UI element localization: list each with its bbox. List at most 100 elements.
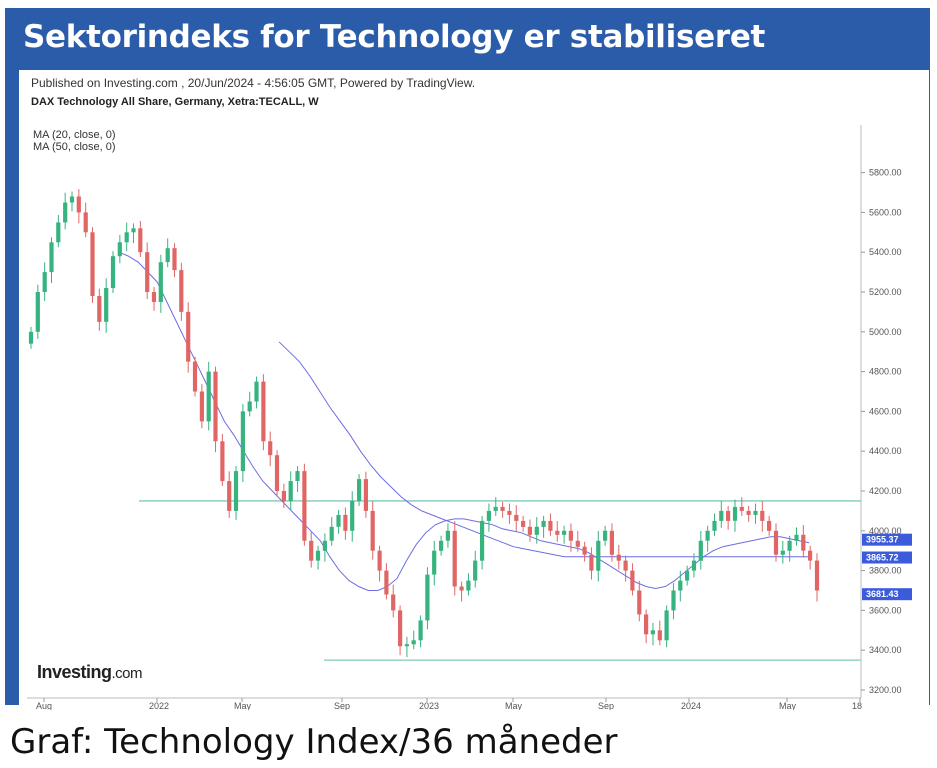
candle-body [145, 252, 150, 292]
y-tick-label: 5800.00 [869, 168, 902, 178]
candle-body [746, 510, 751, 515]
candle-body [671, 590, 676, 611]
candle-body [527, 526, 532, 535]
candle-body [28, 331, 34, 344]
y-tick-label: 4200.00 [869, 486, 902, 496]
candle-body [534, 526, 539, 535]
ma20-legend: MA (20, close, 0) [33, 129, 116, 141]
candle-body [288, 481, 293, 501]
candle-body [172, 248, 177, 271]
candle-body [363, 479, 368, 511]
candle-body [623, 560, 628, 571]
candle-body [521, 520, 526, 527]
candle-body [206, 371, 211, 422]
candle-body [603, 530, 608, 541]
y-tick-label: 5200.00 [869, 287, 902, 297]
candle-body [466, 580, 471, 591]
candle-body [254, 381, 259, 402]
candle-body [117, 242, 122, 257]
candle-body [83, 212, 88, 233]
candle-body [295, 471, 300, 481]
candle-body [418, 620, 423, 641]
candle-body [562, 530, 567, 535]
x-tick-label: May [505, 701, 523, 710]
candle-body [609, 530, 614, 555]
ma50-legend: MA (50, close, 0) [33, 141, 116, 153]
y-tick-label: 3600.00 [869, 605, 902, 615]
candle-body [691, 560, 697, 571]
x-tick-label: 2024 [681, 701, 701, 710]
candle-body [616, 554, 621, 561]
candle-body [268, 441, 273, 456]
candle-body [698, 540, 703, 561]
candle-body [480, 520, 485, 561]
candle-body [650, 630, 655, 635]
candle-body [555, 530, 560, 535]
candle-body [596, 540, 601, 571]
candle-body [459, 586, 464, 591]
candle-body [329, 526, 334, 541]
candle-body [63, 202, 68, 223]
candle-body [220, 441, 225, 482]
symbol-line: DAX Technology All Share, Germany, Xetra… [31, 96, 319, 108]
candle-body [787, 540, 792, 551]
y-tick-label: 5400.00 [869, 247, 902, 257]
candle-body [281, 491, 286, 501]
candle-body [76, 196, 81, 213]
candle-body [548, 520, 553, 531]
y-tick-label: 4000.00 [869, 526, 902, 536]
candle-body [35, 292, 40, 332]
candle-body [452, 530, 457, 587]
candle-body [336, 514, 341, 527]
candle-body [575, 540, 580, 547]
candle-body [507, 510, 512, 515]
candle-body [814, 560, 820, 591]
candle-body [767, 520, 772, 531]
candle-body [664, 610, 669, 641]
y-tick-label: 3800.00 [869, 566, 902, 576]
candle-body [233, 471, 239, 511]
candle-body [261, 381, 266, 442]
chart-frame: Sektorindeks for Technology er stabilise… [5, 8, 930, 710]
candle-body [158, 262, 163, 302]
investing-logo: Investing.com [37, 662, 143, 683]
candle-body [357, 479, 362, 501]
price-tag-box [862, 588, 912, 601]
x-tick-label: 18 [852, 701, 862, 710]
candle-body [780, 550, 785, 555]
x-tick-label: Sep [334, 701, 350, 710]
x-tick-label: May [779, 701, 797, 710]
candle-body [404, 644, 409, 647]
candle-body [589, 554, 594, 571]
candle-body [739, 506, 744, 511]
candle-body [808, 550, 813, 561]
candle-body [705, 530, 710, 541]
candle-body [213, 371, 218, 442]
candle-body [432, 550, 437, 575]
published-line: Published on Investing.com , 20/Jun/2024… [31, 76, 476, 90]
candle-body [726, 510, 731, 521]
y-tick-label: 3200.00 [869, 685, 902, 695]
candle-body [657, 630, 662, 641]
y-tick-label: 5600.00 [869, 207, 902, 217]
price-chart: 5800.00 5600.00 5400.00 5200.00 5000.00 4800.… [27, 125, 912, 710]
ma50-line [278, 341, 809, 558]
candle-body [309, 540, 314, 561]
candle-body [192, 361, 198, 392]
candle-body [90, 232, 95, 296]
candle-body [322, 540, 327, 551]
candle-body [500, 506, 505, 511]
candle-body [486, 510, 491, 521]
candle-body [274, 455, 280, 491]
candle-body [493, 506, 498, 511]
candle-body [801, 534, 806, 551]
candle-body [370, 510, 375, 551]
candle-body [712, 520, 717, 531]
candle-body [541, 520, 546, 527]
chart-caption: Graf: Technology Index/36 måneder [10, 722, 618, 762]
candle-body [186, 311, 191, 362]
x-tick-label: 2023 [419, 701, 439, 710]
candle-body [568, 530, 573, 541]
chart-panel: Published on Investing.com , 20/Jun/2024… [19, 70, 929, 710]
candle-body [732, 506, 738, 521]
